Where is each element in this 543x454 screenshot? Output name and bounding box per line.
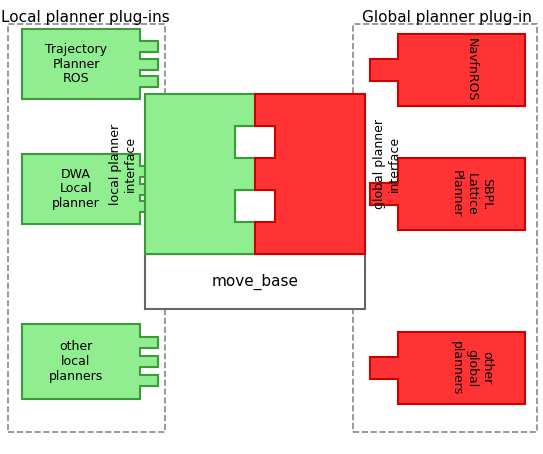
- Polygon shape: [370, 332, 525, 404]
- Text: other
global
planners: other global planners: [450, 341, 493, 395]
- Polygon shape: [22, 324, 158, 399]
- Text: move_base: move_base: [212, 273, 299, 290]
- Text: local planner
interface: local planner interface: [109, 123, 137, 205]
- Text: Global planner plug-in: Global planner plug-in: [362, 10, 532, 25]
- Text: other
local
planners: other local planners: [49, 340, 103, 383]
- Text: DWA
Local
planner: DWA Local planner: [52, 168, 100, 211]
- Polygon shape: [22, 154, 158, 224]
- Bar: [8, 24, 165, 432]
- Polygon shape: [22, 29, 158, 99]
- Polygon shape: [370, 158, 525, 230]
- Text: global planner
interface: global planner interface: [373, 119, 401, 209]
- Bar: [353, 24, 537, 432]
- Bar: [145, 254, 365, 309]
- Polygon shape: [145, 94, 255, 254]
- Text: NavfnROS: NavfnROS: [465, 38, 478, 102]
- Polygon shape: [255, 94, 365, 254]
- Polygon shape: [370, 34, 525, 106]
- Text: Trajectory
Planner
ROS: Trajectory Planner ROS: [45, 43, 107, 85]
- Text: SBPL
Lattice
Planner: SBPL Lattice Planner: [450, 170, 493, 217]
- Text: Local planner plug-ins: Local planner plug-ins: [1, 10, 169, 25]
